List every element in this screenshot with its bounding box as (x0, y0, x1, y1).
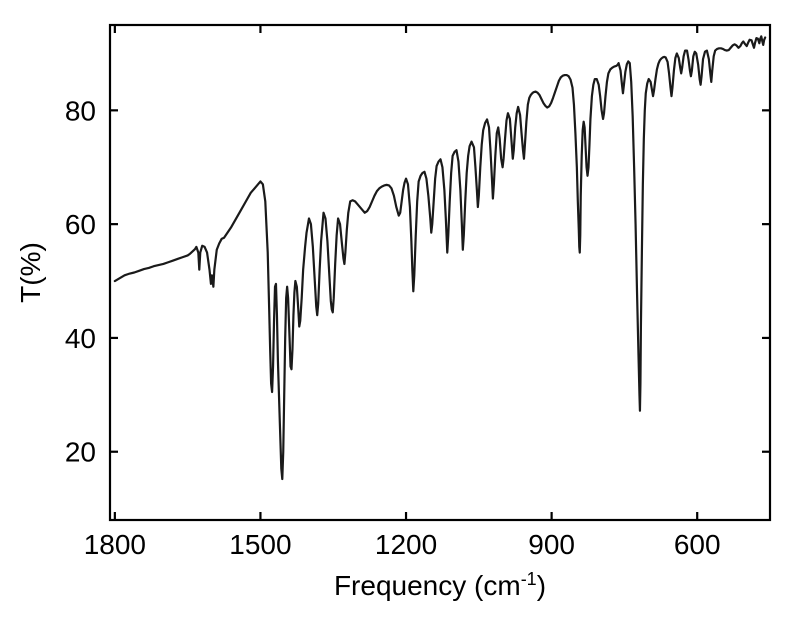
x-tick: 1500 (229, 529, 291, 560)
y-tick: 40 (65, 323, 96, 354)
chart-canvas: 1800 1500 1200 900 600 20 40 60 80 T(%) Frequency … (0, 0, 800, 619)
y-axis-label: T(%) (15, 242, 46, 303)
x-tick: 1200 (375, 529, 437, 560)
y-tick: 80 (65, 95, 96, 126)
x-tick: 600 (674, 529, 721, 560)
x-tick: 1800 (84, 529, 146, 560)
x-tick: 900 (528, 529, 575, 560)
ir-spectrum-chart: 1800 1500 1200 900 600 20 40 60 80 T(%) Frequency … (0, 0, 800, 619)
y-tick: 60 (65, 209, 96, 240)
x-axis-label: Frequency (cm-1) (334, 569, 546, 601)
y-tick: 20 (65, 437, 96, 468)
